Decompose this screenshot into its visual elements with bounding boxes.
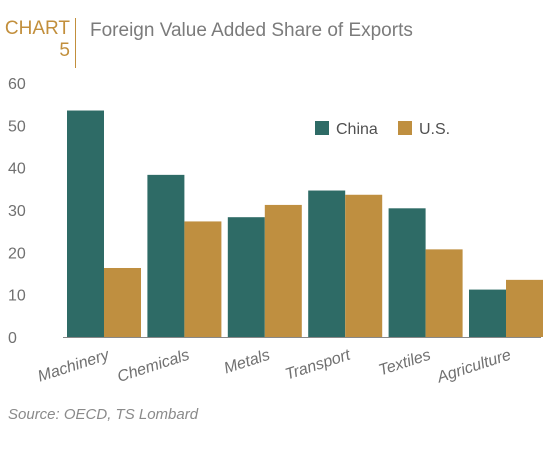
- bar-us-textiles: [425, 249, 463, 337]
- bar-china-machinery: [67, 110, 104, 338]
- chart-word: CHART: [4, 18, 70, 39]
- header-divider: [75, 18, 76, 68]
- y-tick-label: 60: [8, 76, 26, 93]
- bar-china-metals: [227, 217, 265, 337]
- bar-china-textiles: [388, 208, 426, 337]
- y-tick-label: 40: [8, 161, 26, 178]
- bar-china-chemicals: [147, 174, 185, 337]
- x-tick-label: Agriculture: [434, 347, 513, 387]
- x-tick-label: Metals: [222, 347, 272, 378]
- y-tick-label: 10: [8, 288, 26, 305]
- legend-swatch-us: [398, 121, 412, 135]
- legend-label: China: [336, 121, 378, 138]
- x-tick-label: Textiles: [377, 347, 433, 380]
- y-tick-label: 0: [8, 330, 17, 347]
- bar-us-metals: [264, 204, 302, 337]
- x-tick-label: Transport: [283, 346, 353, 383]
- chart-label: CHART 5: [4, 18, 70, 62]
- bar-china-transport: [308, 190, 346, 337]
- bar-us-chemicals: [184, 221, 222, 337]
- y-tick-label: 50: [8, 118, 26, 135]
- bar-us-machinery: [104, 267, 141, 337]
- legend-swatch-china: [315, 121, 329, 135]
- bar-china-agriculture: [469, 289, 506, 337]
- bar-us-agriculture: [506, 279, 543, 337]
- chart-number: 5: [59, 40, 70, 61]
- x-tick-label: Chemicals: [115, 347, 191, 386]
- legend-label: U.S.: [419, 121, 450, 138]
- y-tick-label: 30: [8, 203, 26, 220]
- bar-us-transport: [345, 194, 383, 337]
- source-note: Source: OECD, TS Lombard: [8, 406, 199, 423]
- x-tick-label: Machinery: [36, 346, 112, 385]
- chart-title: Foreign Value Added Share of Exports: [90, 20, 413, 41]
- y-tick-label: 20: [8, 245, 26, 262]
